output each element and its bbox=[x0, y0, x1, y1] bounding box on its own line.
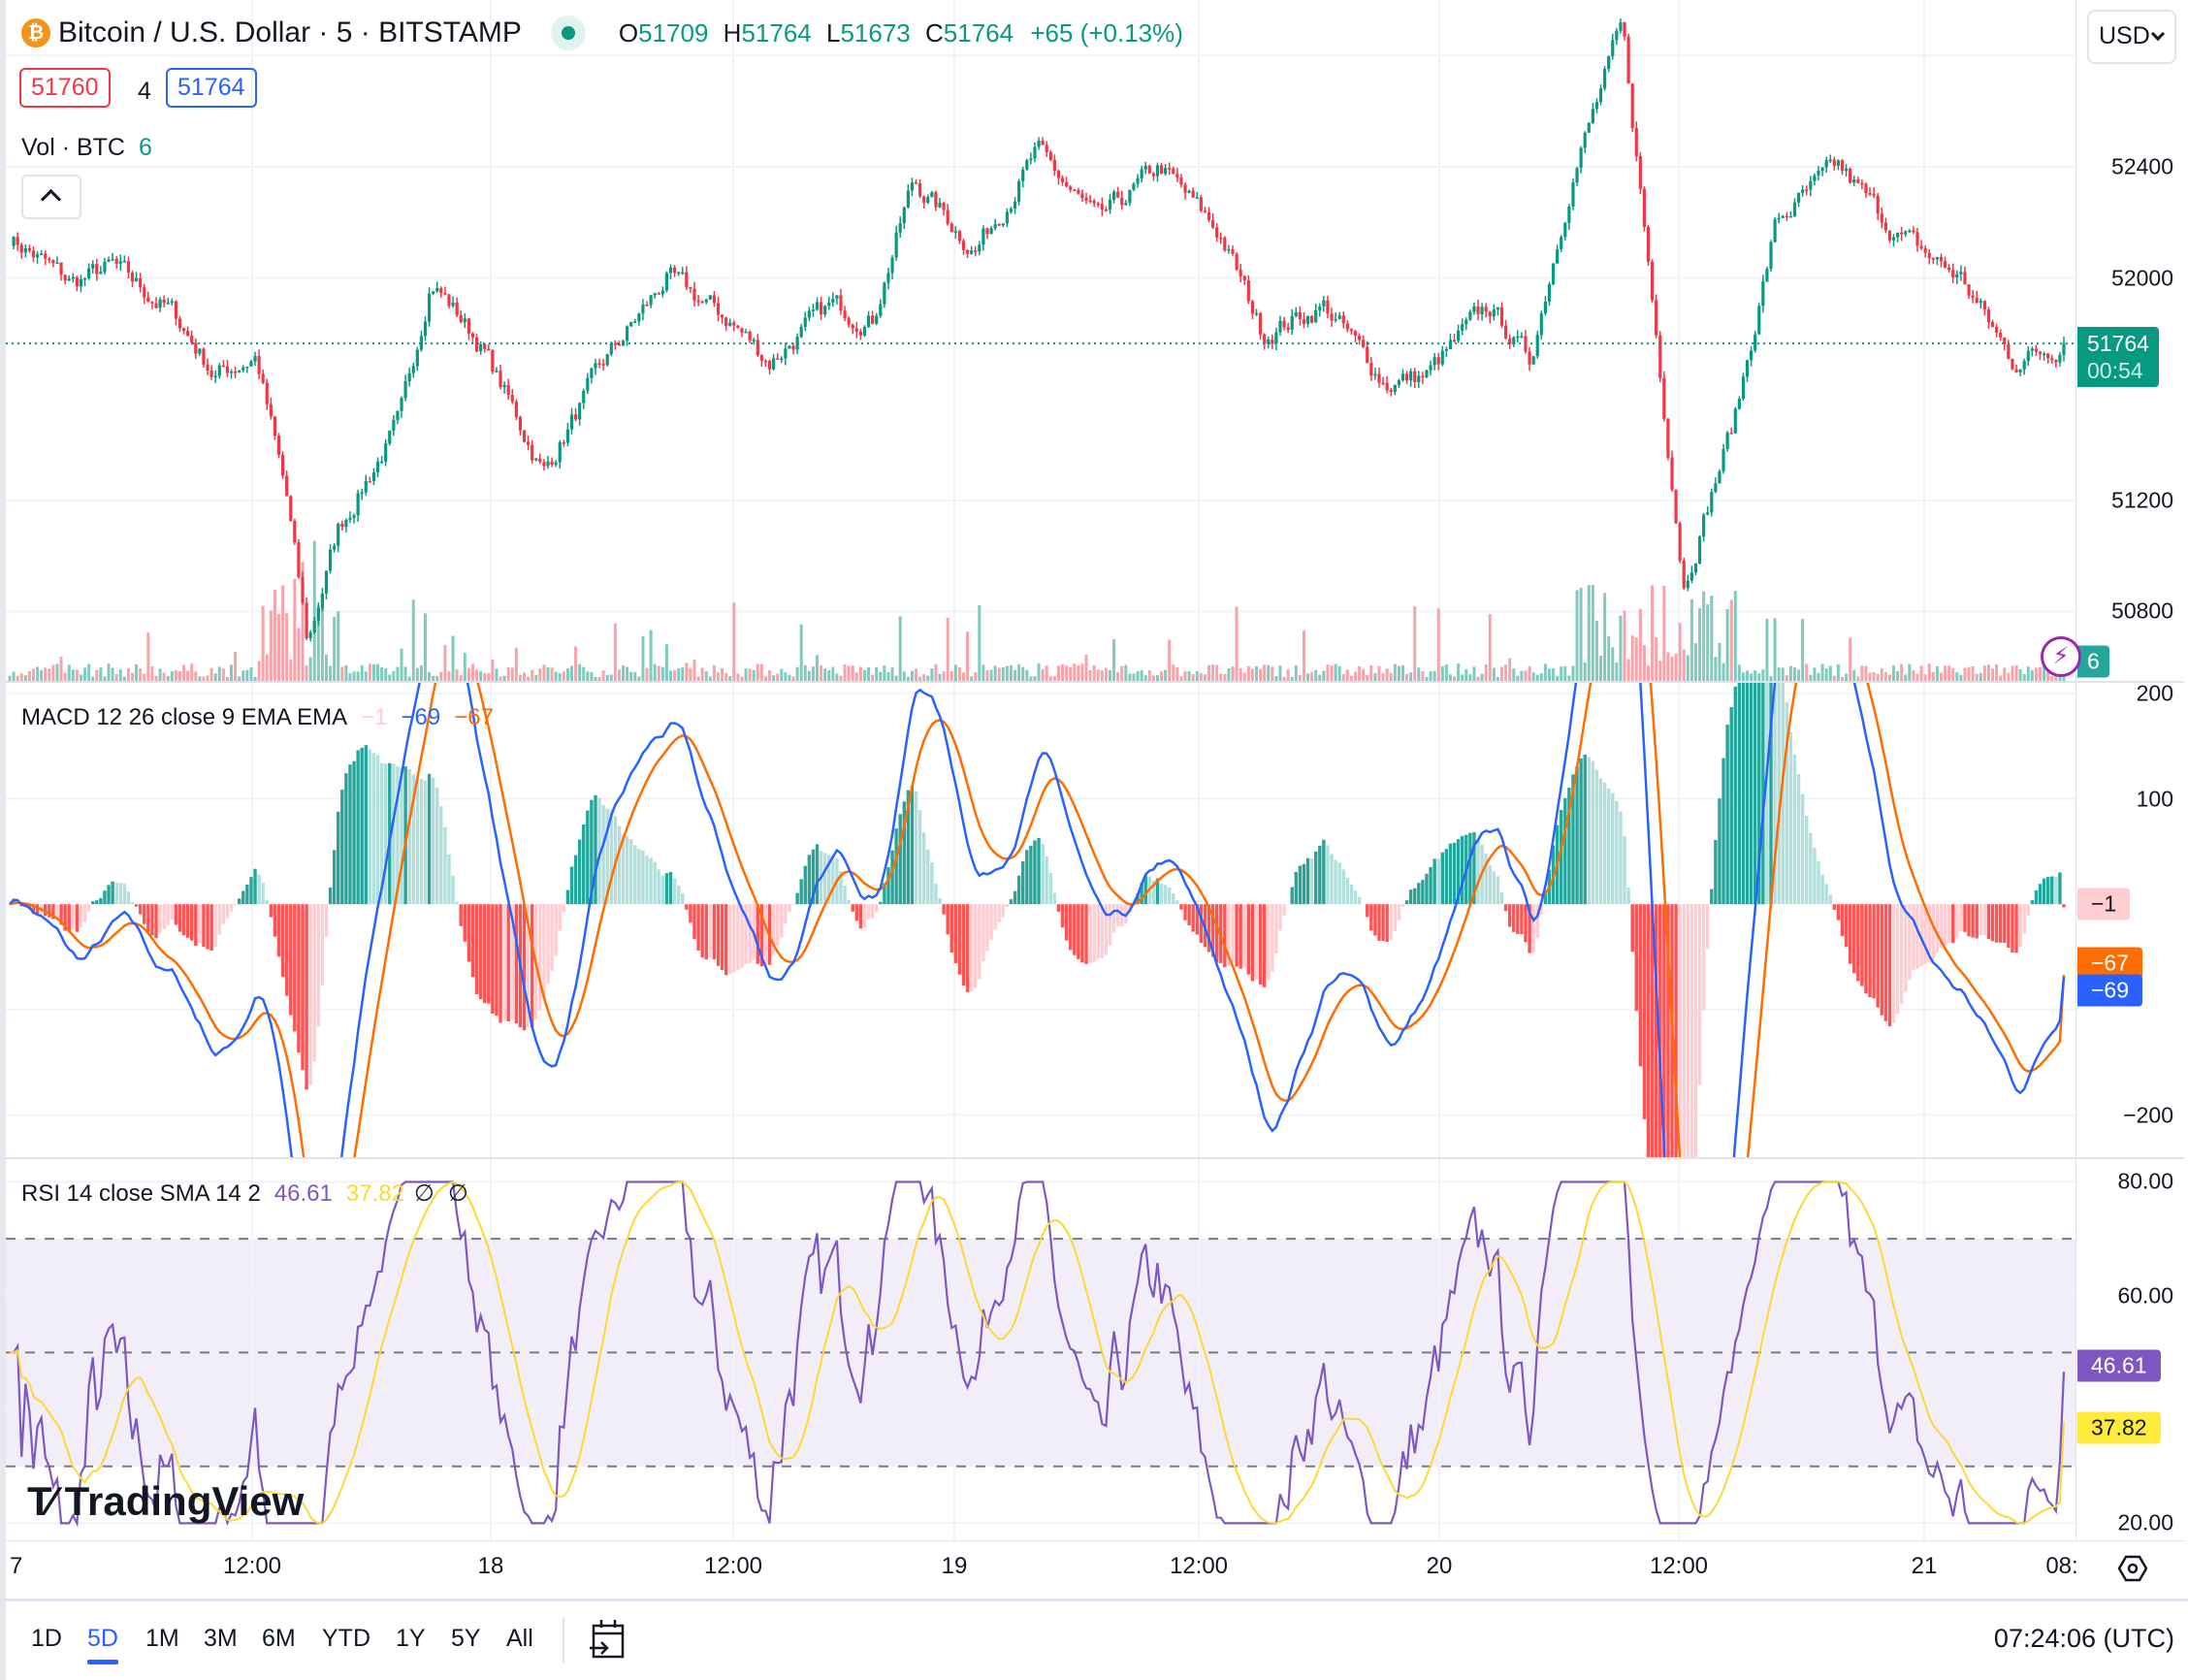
time-axis[interactable]: 7 12:00 18 12:00 19 12:00 20 12:00 21 08: bbox=[6, 1541, 2078, 1598]
macd-tick: 200 bbox=[2136, 680, 2173, 706]
macd-value-badge: −67 bbox=[2077, 947, 2143, 980]
rsi-axis[interactable]: 80.00 60.00 20.00 46.61 37.82 bbox=[2075, 1159, 2185, 1540]
volume-badge: 6 bbox=[2077, 645, 2109, 678]
macd-axis[interactable]: 200 100 −200 −1 −67 −69 bbox=[2075, 680, 2185, 1157]
timeframe-1y[interactable]: 1Y bbox=[396, 1625, 426, 1652]
symbol-title[interactable]: Bitcoin / U.S. Dollar · 5 · BITSTAMP bbox=[58, 16, 522, 48]
rsi-tick: 60.00 bbox=[2117, 1282, 2173, 1308]
macd-value-badge: −69 bbox=[2077, 974, 2143, 1007]
ohlc-values: O51709 H51764 L51673 C51764 +65 (+0.13%) bbox=[618, 17, 1183, 48]
buy-price-button[interactable]: 51764 bbox=[166, 68, 257, 108]
rsi-value-badge: 46.61 bbox=[2077, 1349, 2161, 1382]
timeframe-1m[interactable]: 1M bbox=[145, 1625, 179, 1652]
rsi-legend: RSI 14 close SMA 14 2 46.61 37.82 ∅ ∅ bbox=[21, 1179, 468, 1208]
time-label: 19 bbox=[941, 1553, 968, 1579]
timeframe-5d[interactable]: 5D bbox=[87, 1625, 118, 1664]
macd-pane[interactable] bbox=[6, 683, 2075, 1157]
timeframe-3m[interactable]: 3M bbox=[204, 1625, 238, 1652]
time-label: 12:00 bbox=[1649, 1553, 1709, 1579]
price-pane[interactable] bbox=[6, 0, 2075, 681]
timeframe-6m[interactable]: 6M bbox=[262, 1625, 296, 1652]
time-label: 12:00 bbox=[222, 1553, 282, 1579]
tradingview-logo-icon: T⁄ bbox=[27, 1478, 55, 1524]
rsi-pane[interactable] bbox=[6, 1159, 2075, 1540]
price-tick: 50800 bbox=[2111, 598, 2173, 624]
macd-tick: −200 bbox=[2123, 1102, 2173, 1128]
macd-tick: 100 bbox=[2136, 786, 2173, 812]
spread-value: 4 bbox=[138, 78, 151, 105]
time-label: 20 bbox=[1426, 1553, 1453, 1579]
timeframe-5y[interactable]: 5Y bbox=[451, 1625, 481, 1652]
time-label: 18 bbox=[477, 1553, 504, 1579]
currency-button[interactable]: USD bbox=[2087, 10, 2176, 64]
chevron-up-icon bbox=[40, 188, 62, 210]
goto-date-calendar-icon[interactable] bbox=[590, 1618, 628, 1661]
price-tick: 52000 bbox=[2111, 265, 2173, 291]
alert-lightning-icon[interactable]: ⚡ bbox=[2041, 636, 2081, 677]
time-axis-border bbox=[6, 1540, 2184, 1541]
time-label: 7 bbox=[10, 1553, 23, 1579]
left-border bbox=[0, 0, 6, 1680]
clock-timezone[interactable]: 07:24:06 (UTC) bbox=[1993, 1624, 2174, 1653]
price-axis[interactable]: 52800524005200051200508005176400:546 bbox=[2075, 0, 2185, 681]
symbol-legend: ₿ Bitcoin / U.S. Dollar · 5 · BITSTAMP O… bbox=[21, 16, 1183, 50]
price-tick: 51200 bbox=[2111, 487, 2173, 513]
bitcoin-icon: ₿ bbox=[21, 18, 50, 48]
tradingview-logo[interactable]: T⁄ TradingView bbox=[27, 1478, 305, 1524]
price-tick: 52400 bbox=[2111, 153, 2173, 179]
rsi-tick: 20.00 bbox=[2117, 1509, 2173, 1535]
collapse-legend-button[interactable] bbox=[21, 175, 81, 219]
pane-divider[interactable] bbox=[6, 681, 2184, 683]
timeframe-1d[interactable]: 1D bbox=[31, 1625, 62, 1652]
settings-icon[interactable] bbox=[2118, 1554, 2147, 1583]
toolbar-border bbox=[0, 1599, 2188, 1601]
chevron-down-icon bbox=[2150, 26, 2166, 42]
timeframe-all[interactable]: All bbox=[506, 1625, 533, 1652]
time-label: 12:00 bbox=[703, 1553, 763, 1579]
toolbar-separator bbox=[563, 1618, 564, 1663]
market-status-icon bbox=[550, 16, 586, 50]
time-label: 21 bbox=[1911, 1553, 1938, 1579]
sell-price-button[interactable]: 51760 bbox=[19, 68, 111, 108]
macd-legend: MACD 12 26 close 9 EMA EMA −1 −69 −67 bbox=[21, 704, 494, 730]
pane-divider[interactable] bbox=[6, 1157, 2184, 1159]
volume-legend: Vol · BTC 6 bbox=[21, 134, 152, 161]
timeframe-ytd[interactable]: YTD bbox=[322, 1625, 370, 1652]
rsi-value-badge: 37.82 bbox=[2077, 1411, 2161, 1444]
time-label: 08: bbox=[2045, 1553, 2078, 1579]
last-price-badge: 51764 00:54 bbox=[2077, 327, 2159, 388]
macd-value-badge: −1 bbox=[2077, 888, 2131, 921]
time-label: 12:00 bbox=[1169, 1553, 1229, 1579]
rsi-tick: 80.00 bbox=[2117, 1168, 2173, 1194]
